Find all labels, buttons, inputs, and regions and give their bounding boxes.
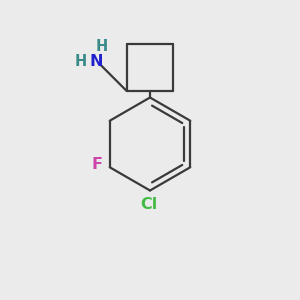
Text: H: H — [75, 54, 87, 69]
Text: Cl: Cl — [140, 197, 157, 212]
Text: N: N — [90, 54, 104, 69]
Text: H: H — [96, 39, 108, 54]
Text: F: F — [92, 157, 103, 172]
